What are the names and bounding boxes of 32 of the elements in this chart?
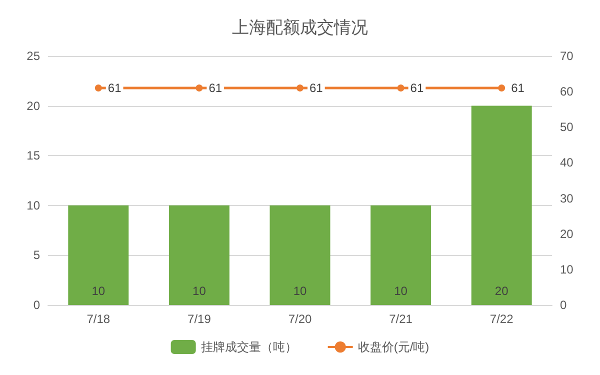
- y-tick-label: 15: [26, 148, 40, 163]
- x-tick-label: 7/19: [188, 312, 212, 326]
- x-tick-label: 7/20: [288, 312, 312, 326]
- data-label: 10: [394, 284, 408, 298]
- y2-tick-label: 30: [560, 191, 574, 206]
- y-tick-label: 25: [26, 49, 40, 63]
- x-tick-label: 7/21: [389, 312, 413, 326]
- data-label: 10: [92, 284, 106, 298]
- y2-tick-label: 40: [560, 156, 574, 170]
- x-tick-label: 7/22: [490, 312, 514, 326]
- data-label: 61: [310, 81, 324, 96]
- data-label: 61: [108, 81, 122, 96]
- x-tick-label: 7/18: [86, 312, 110, 326]
- y2-tick-label: 10: [560, 262, 574, 276]
- y2-tick-label: 70: [560, 49, 574, 63]
- legend-label: 收盘价(元/吨): [358, 340, 430, 354]
- y-tick-label: 5: [33, 248, 40, 262]
- data-label: 10: [192, 284, 206, 298]
- legend-label: 挂牌成交量（吨）: [200, 340, 297, 354]
- y2-tick-label: 20: [560, 226, 574, 241]
- y2-tick-label: 50: [560, 120, 574, 134]
- y-tick-label: 10: [26, 198, 40, 212]
- data-label: 61: [410, 81, 424, 96]
- y-tick-label: 0: [33, 298, 40, 312]
- data-label: 61: [511, 81, 525, 96]
- data-label: 61: [208, 81, 222, 96]
- y2-tick-label: 0: [560, 298, 567, 312]
- data-label: 20: [494, 284, 509, 298]
- chart-title: 上海配额成交情况: [232, 18, 368, 37]
- data-label: 10: [293, 284, 307, 298]
- y2-tick-label: 60: [560, 84, 574, 99]
- y-tick-label: 20: [26, 98, 40, 113]
